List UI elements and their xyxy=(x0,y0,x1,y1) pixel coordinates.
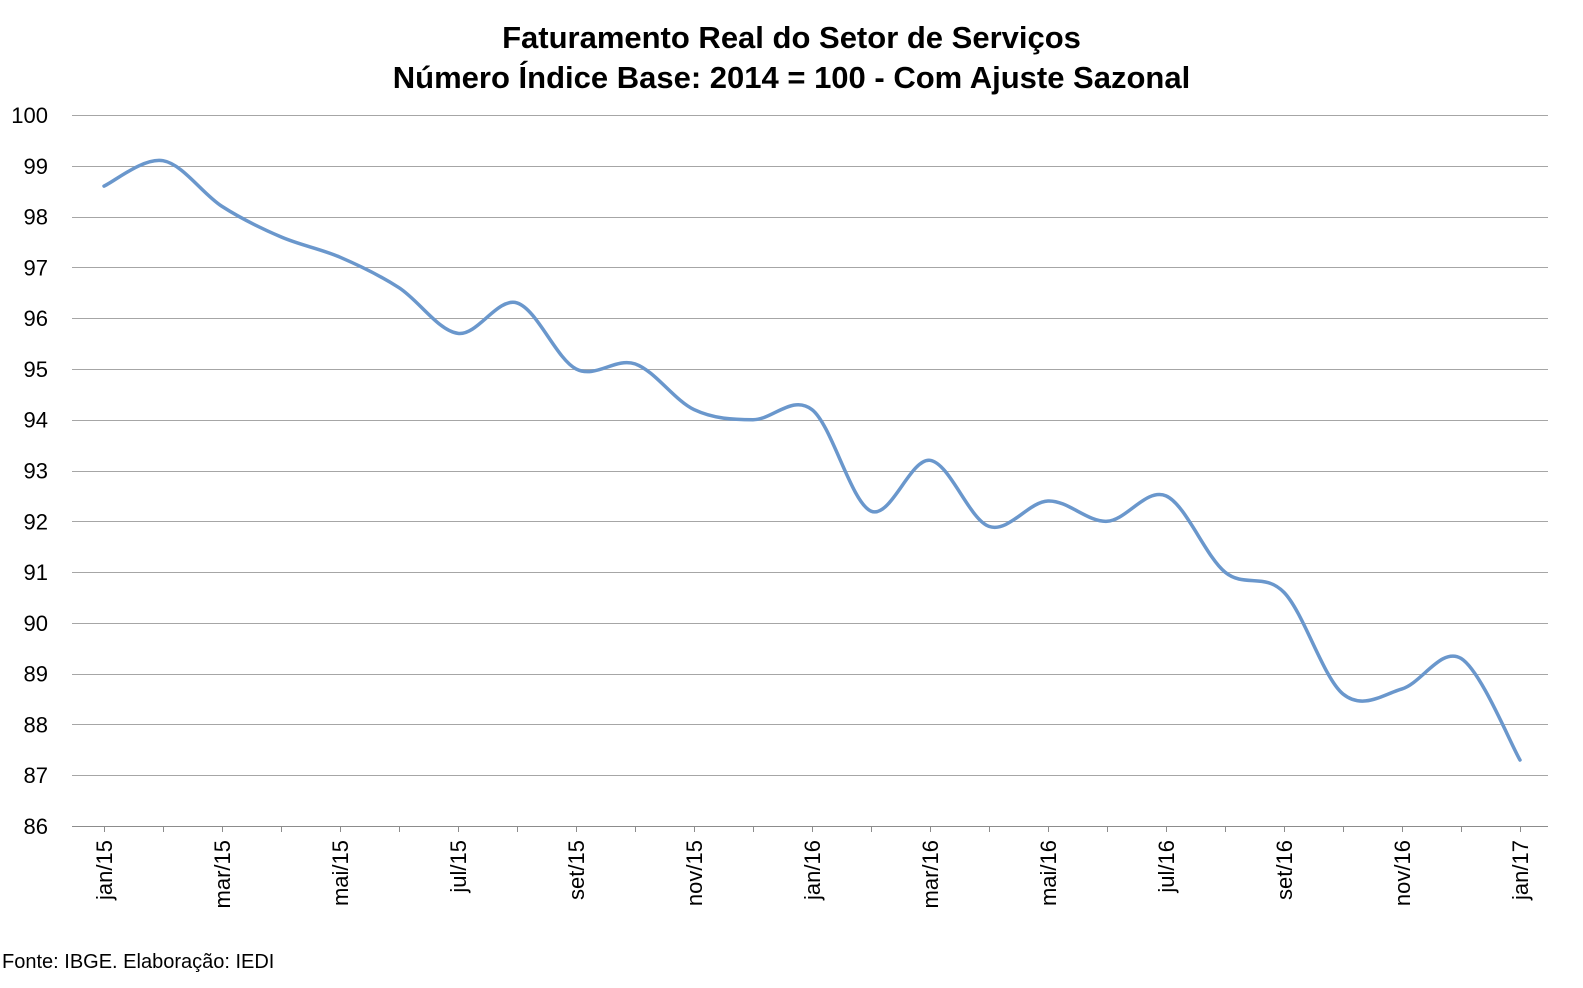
source-note: Fonte: IBGE. Elaboração: IEDI xyxy=(2,951,275,973)
y-tick-label: 97 xyxy=(24,255,48,280)
x-axis-tick-labels: jan/15 mar/15 mai/15 jul/15 set/15 nov/15 jan/… xyxy=(92,840,1533,908)
series-line-0 xyxy=(102,158,1522,762)
y-tick-label: 93 xyxy=(24,459,48,484)
series-layer xyxy=(102,158,1522,762)
x-tick-label: jan/15 xyxy=(92,840,117,901)
y-tick-label: 91 xyxy=(24,560,48,585)
y-tick-label: 100 xyxy=(11,103,48,128)
y-tick-label: 92 xyxy=(24,509,48,534)
y-tick-label: 88 xyxy=(24,712,48,737)
y-tick-label: 99 xyxy=(24,154,48,179)
y-tick-label: 98 xyxy=(24,205,48,230)
x-tick-label: mai/15 xyxy=(328,840,353,906)
chart-title-block: Faturamento Real do Setor de Serviços Nú… xyxy=(0,18,1583,98)
gridlines xyxy=(72,115,1548,832)
x-tick-label: jul/15 xyxy=(446,840,471,894)
y-tick-label: 94 xyxy=(24,408,48,433)
x-tick-label: set/15 xyxy=(564,840,589,900)
x-tick-label: mar/15 xyxy=(210,840,235,908)
y-tick-label: 87 xyxy=(24,763,48,788)
x-tick-label: jan/16 xyxy=(800,840,825,901)
y-tick-label: 95 xyxy=(24,357,48,382)
x-tick-label: jan/17 xyxy=(1508,840,1533,901)
chart-subtitle: Número Índice Base: 2014 = 100 - Com Aju… xyxy=(392,60,1191,95)
y-tick-label: 90 xyxy=(24,611,48,636)
x-tick-label: jul/16 xyxy=(1154,840,1179,894)
y-axis-tick-labels: 86 87 88 89 90 91 92 93 94 95 96 97 98 99 100 xyxy=(11,103,48,839)
y-tick-label: 86 xyxy=(24,814,48,839)
y-tick-label: 96 xyxy=(24,306,48,331)
chart-title: Faturamento Real do Setor de Serviços xyxy=(502,20,1081,55)
y-tick-label: 89 xyxy=(24,662,48,687)
x-tick-label: set/16 xyxy=(1272,840,1297,900)
x-tick-label: mar/16 xyxy=(918,840,943,908)
x-tick-label: mai/16 xyxy=(1036,840,1061,906)
line-chart: 86 87 88 89 90 91 92 93 94 95 96 97 98 99 100 jan/15 ma… xyxy=(11,103,1548,908)
x-tick-label: nov/16 xyxy=(1390,840,1415,906)
x-tick-label: nov/15 xyxy=(682,840,707,906)
